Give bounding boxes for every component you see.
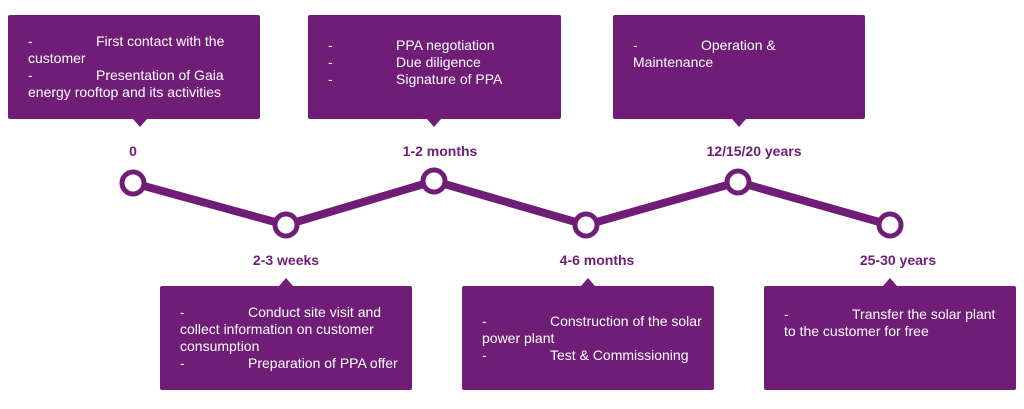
callout-stage-2: - PPA negotiation - Due diligence - Signatu… [308,15,561,127]
callout-stage-4: - Operation & Maintenance [613,15,865,127]
stage-label-5: 25-30 years [859,252,937,268]
milestone-node-5 [876,211,904,239]
callout-pointer [732,119,746,127]
callout-stage-1: - Conduct site visit and collect informat… [160,278,412,390]
callout-item: - Construction of the solar power plant [482,312,702,346]
callout-item: - Transfer the solar plant to the custome… [784,306,996,339]
stage-label-2: 1-2 months [402,143,478,159]
callout-item: - First contact with the customer [28,33,225,66]
stage-label-0: 0 [129,143,137,159]
callout-item: - Presentation of Gaia energy rooftop and… [28,67,224,100]
milestone-node-0 [119,169,147,197]
milestone-node-3 [572,211,600,239]
callout-stage-3: - Construction of the solar power plant -… [462,278,714,390]
milestone-node-2 [420,167,448,195]
callout-item: - PPA negotiation [328,37,495,53]
stage-label-1: 2-3 weeks [252,252,320,268]
timeline-line [131,177,892,229]
callout-item: - Test & Commissioning [482,346,689,363]
milestone-node-1 [272,211,300,239]
callout-stage-0: - First contact with the customer - Presen… [8,15,260,127]
callout-pointer [279,278,293,286]
callout-item: - Preparation of PPA offer [180,355,398,371]
callout-item: - Operation & Maintenance [633,37,776,70]
callout-pointer [133,119,147,127]
callout-stage-5: - Transfer the solar plant to the custome… [764,278,1016,390]
callout-pointer [883,278,897,286]
milestone-node-4 [724,168,752,196]
stage-label-3: 4-6 months [559,252,635,268]
callout-item: - Conduct site visit and collect informat… [180,304,382,354]
stage-label-4: 12/15/20 years [706,143,802,159]
callout-item: - Signature of PPA [328,71,503,87]
callout-pointer [427,119,441,127]
callout-item: - Due diligence [328,54,481,70]
callout-pointer [581,278,595,286]
